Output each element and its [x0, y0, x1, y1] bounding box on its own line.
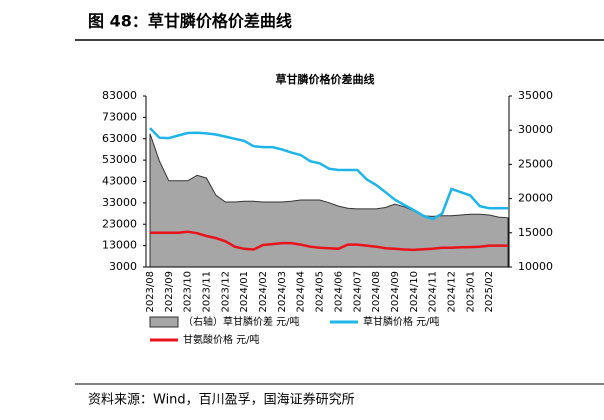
line — [150, 230, 508, 252]
area — [149, 133, 509, 268]
y-tick-label: 83000 — [102, 89, 137, 102]
x-tick-label: 2024/12 — [446, 271, 457, 313]
figure-title: 图 48：草甘膦价格价差曲线 — [88, 12, 292, 31]
x-tick-label: 2023/09 — [164, 271, 175, 313]
y-tick-label: 23000 — [102, 217, 137, 230]
x-tick-label: 2023/11 — [202, 271, 213, 313]
x-tick-label: 2024/08 — [371, 271, 382, 313]
x-tick-label: 2024/02 — [258, 271, 269, 313]
y-tick-label: 63000 — [102, 132, 137, 145]
x-tick-label: 2024/10 — [409, 271, 420, 313]
x-tick-label: 2023/12 — [220, 271, 231, 313]
y-tick-label: 73000 — [102, 110, 137, 123]
source: 资料来源：Wind，百川盈孚，国海证券研究所 — [88, 392, 355, 408]
legend-label: 草甘膦价格 元/吨 — [363, 315, 440, 328]
y-tick-label: 53000 — [102, 153, 137, 166]
x-tick-label: 2024/11 — [428, 271, 439, 313]
x-tick-label: 2023/10 — [183, 271, 194, 313]
y-tick-label: 13000 — [102, 239, 137, 252]
y2-tick-label: 35000 — [518, 89, 553, 102]
x-tick-label: 2024/04 — [296, 271, 307, 313]
legend-label: 甘氨酸价格 元/吨 — [183, 333, 260, 346]
x-tick-label: 2024/01 — [239, 271, 250, 313]
y-tick-label: 43000 — [102, 175, 137, 188]
y2-tick-label: 10000 — [518, 260, 553, 273]
x-tick-label: 2023/08 — [145, 271, 156, 313]
x-tick-label: 2024/06 — [333, 271, 344, 313]
x-tick-label: 2024/07 — [352, 271, 363, 313]
y-tick-label: 3000 — [109, 260, 137, 273]
line — [149, 127, 508, 221]
legend-swatch — [149, 316, 179, 328]
y-tick-label: 33000 — [102, 196, 137, 209]
chart-title: 草甘膦价格价差曲线 — [276, 72, 375, 86]
y2-tick-label: 30000 — [518, 123, 553, 136]
x-tick-label: 2024/09 — [390, 271, 401, 313]
y2-tick-label: 20000 — [518, 192, 553, 205]
x-tick-label: 2024/05 — [315, 271, 326, 313]
x-tick-label: 2025/02 — [484, 271, 495, 313]
x-tick-label: 2025/01 — [465, 271, 476, 313]
x-tick-label: 2024/03 — [277, 271, 288, 313]
y2-tick-label: 15000 — [518, 226, 553, 239]
legend-label: （右轴）草甘膦价差 元/吨 — [183, 315, 300, 328]
y2-tick-label: 25000 — [518, 157, 553, 170]
